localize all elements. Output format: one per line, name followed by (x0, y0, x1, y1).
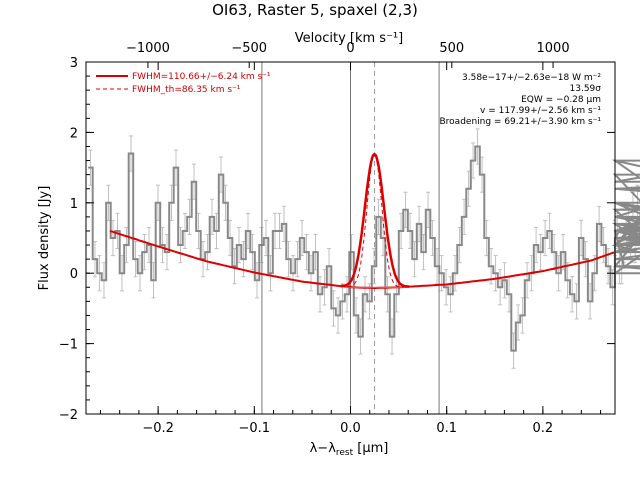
y-tick-label: −2 (59, 408, 78, 423)
y-tick-label: 3 (70, 56, 78, 71)
reference-lines (261, 62, 440, 414)
x-tick-label: 0.2 (533, 421, 554, 436)
x-axis-label-sub: rest (336, 448, 354, 458)
top-axis-ticks: −1000 −500 0 500 1000 (126, 41, 570, 68)
y-tick-label: 2 (70, 126, 78, 141)
top-tick-label: 0 (346, 41, 354, 56)
fit-annotations: 3.58e−17+/−2.63e−18 W m⁻² 13.59σ EQW = −… (440, 73, 602, 127)
annotation-eqw: EQW = −0.28 μm (521, 95, 601, 105)
legend-fwhm-th-label: FWHM_th=86.35 km s⁻¹ (132, 85, 241, 95)
y-axis-label: Flux density [Jy] (37, 186, 52, 291)
top-axis-label: Velocity [km s⁻¹] (295, 31, 403, 46)
x-tick-label: −0.2 (142, 421, 174, 436)
x-tick-label: 0.1 (436, 421, 457, 436)
top-tick-label: 500 (439, 41, 464, 56)
top-tick-label: −500 (231, 41, 267, 56)
legend: FWHM=110.66+/−6.24 km s⁻¹ FWHM_th=86.35 … (96, 72, 271, 95)
top-tick-label: 1000 (537, 41, 570, 56)
y-axis-ticks: −2 −1 0 1 2 3 (59, 56, 615, 423)
y-tick-label: 0 (70, 267, 78, 282)
y-tick-label: −1 (59, 338, 78, 353)
x-axis-label: λ−λrest [μm] (310, 441, 389, 458)
annotation-snr: 13.59σ (570, 84, 602, 94)
x-axis-label-main: λ−λ (310, 441, 337, 456)
x-axis-label-unit: [μm] (353, 441, 388, 456)
fit-curves (109, 152, 615, 289)
annotation-velocity: v = 117.99+/−2.56 km s⁻¹ (480, 106, 601, 116)
x-tick-label: 0.0 (340, 421, 361, 436)
annotation-flux: 3.58e−17+/−2.63e−18 W m⁻² (462, 73, 601, 83)
legend-fwhm-label: FWHM=110.66+/−6.24 km s⁻¹ (132, 72, 271, 82)
y-tick-label: 1 (70, 197, 78, 212)
x-axis-ticks: −0.2 −0.1 0.0 0.1 0.2 (99, 62, 602, 436)
annotation-broadening: Broadening = 69.21+/−3.90 km s⁻¹ (440, 117, 602, 127)
spectrum-steps (88, 128, 640, 369)
spectrum-line (88, 145, 640, 352)
line-fit (340, 152, 410, 288)
x-tick-label: −0.1 (239, 421, 271, 436)
chart-title: OI63, Raster 5, spaxel (2,3) (212, 1, 418, 19)
top-tick-label: −1000 (126, 41, 170, 56)
